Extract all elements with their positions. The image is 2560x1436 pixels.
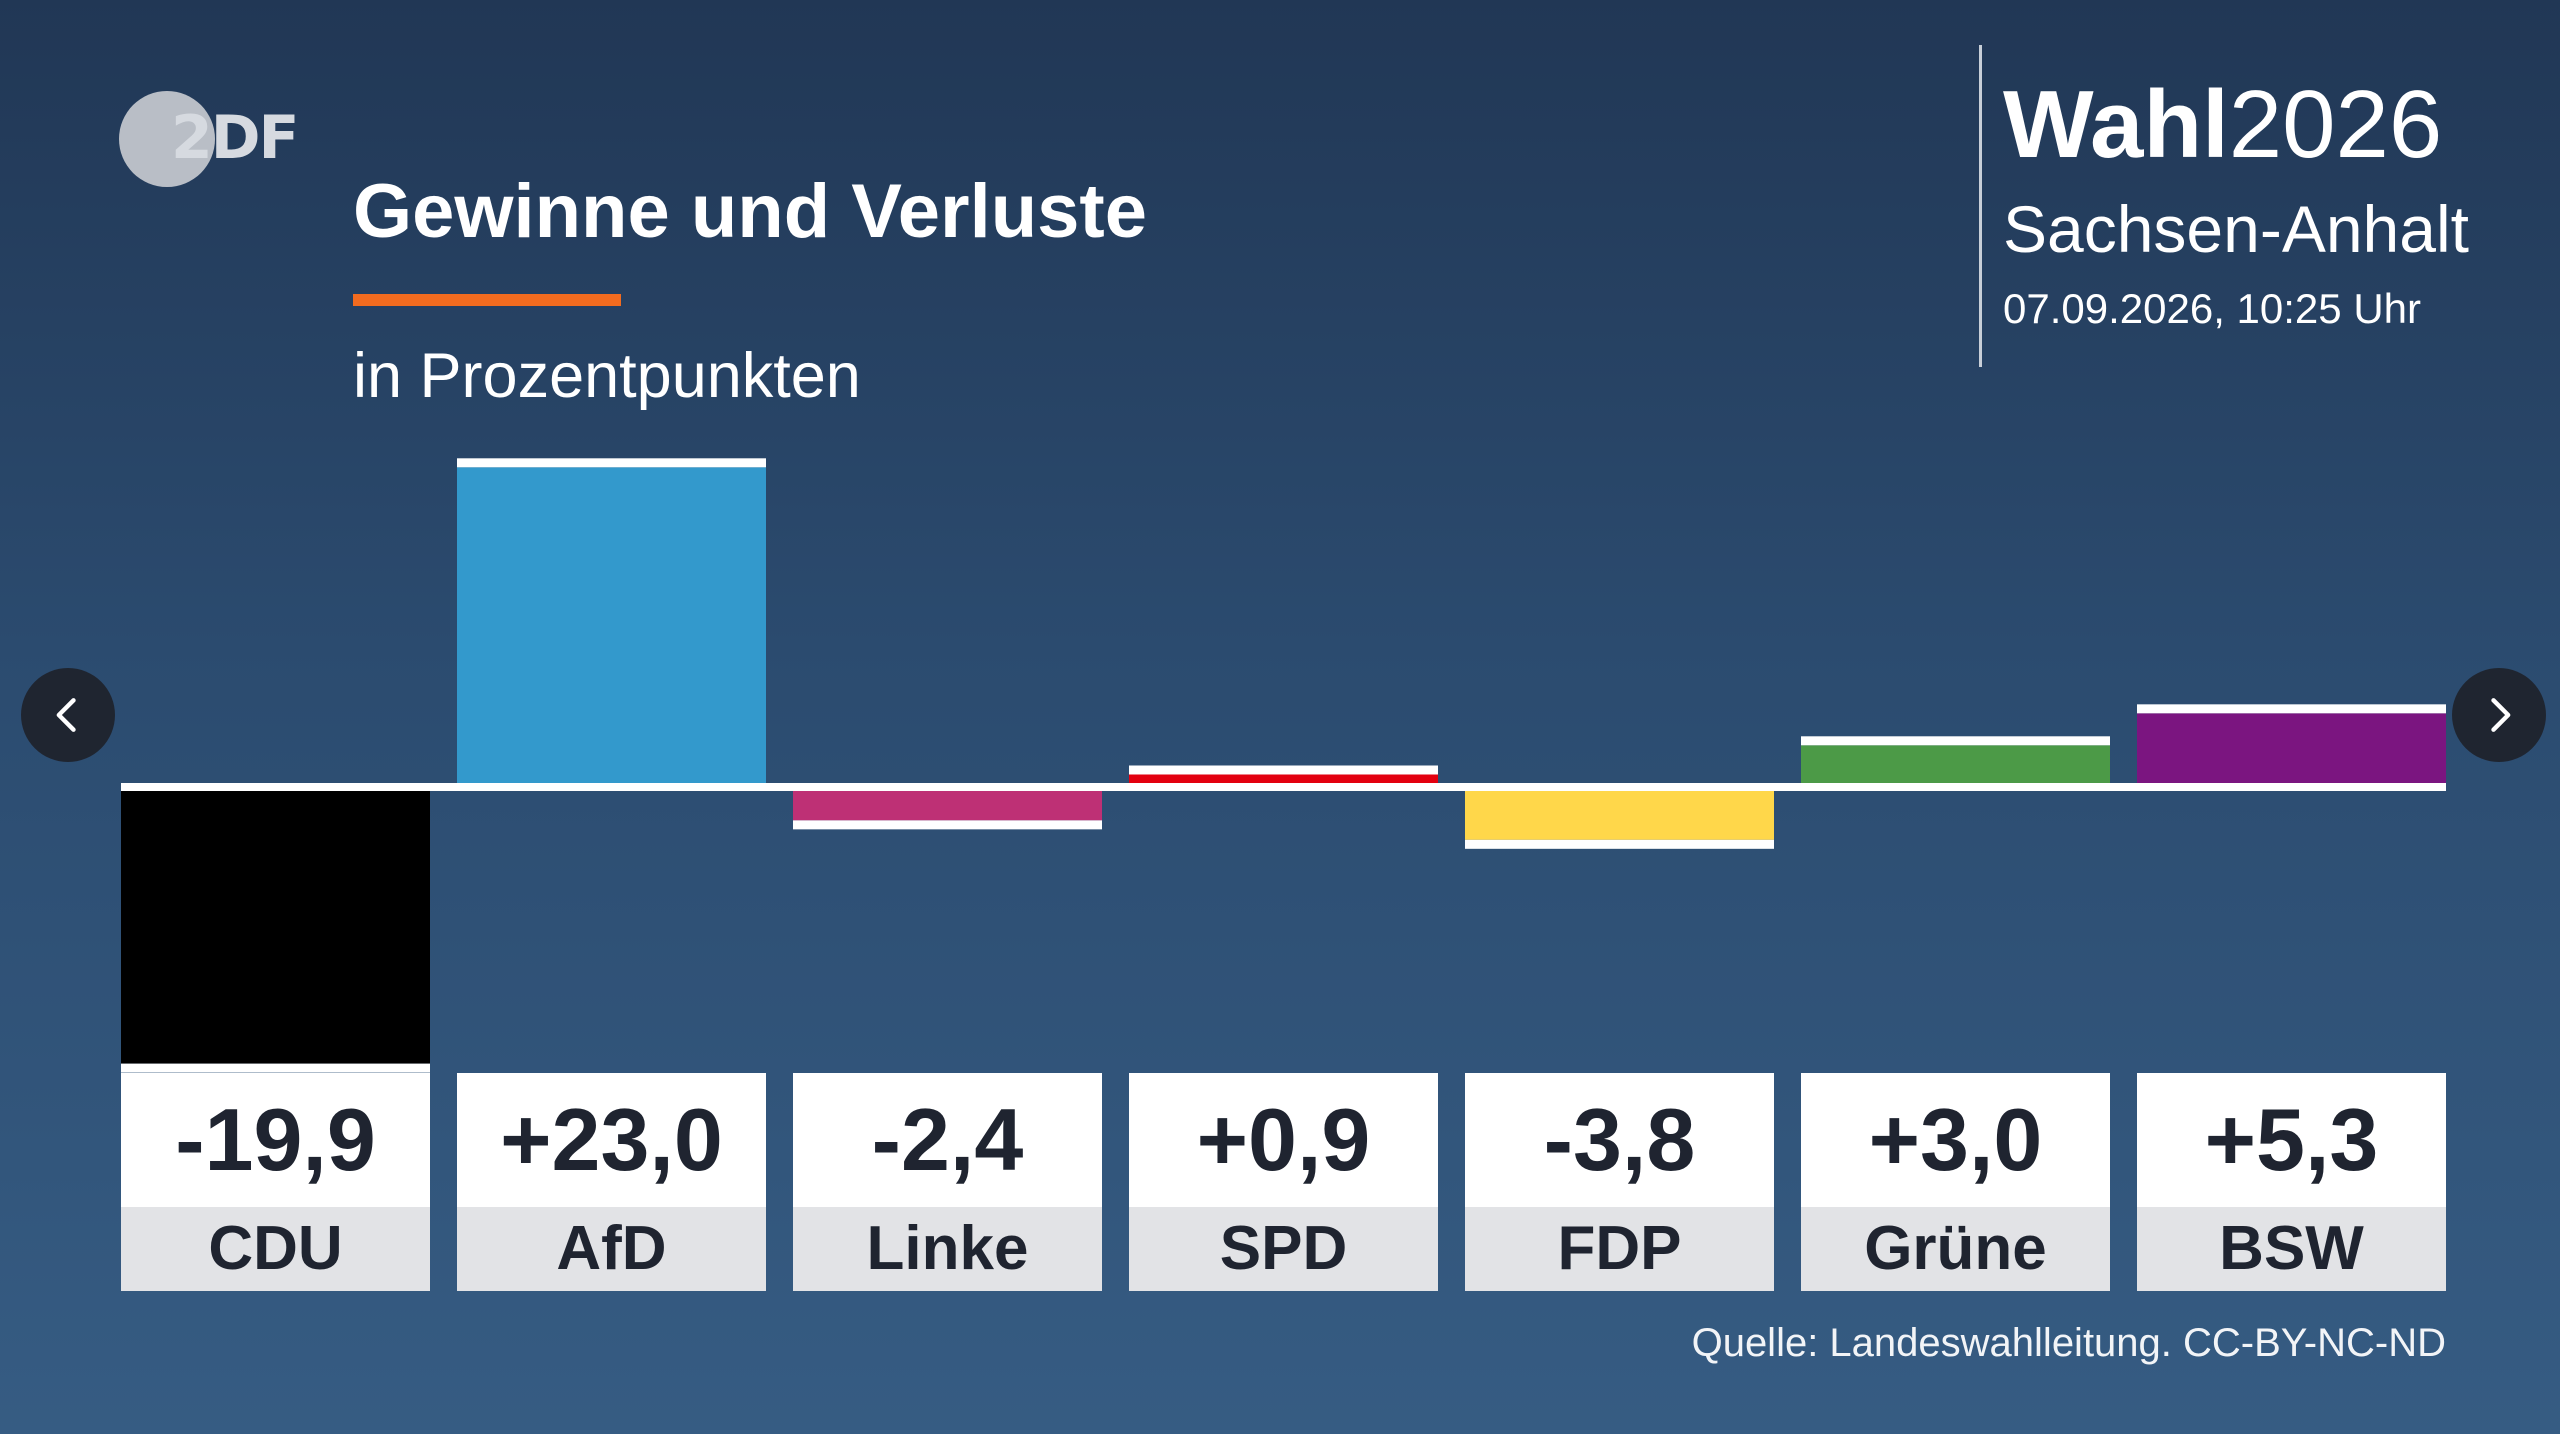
bar-cap-bsw: [2137, 704, 2446, 714]
logo-circle: [119, 91, 215, 187]
category-label-cdu: CDU: [121, 1207, 430, 1291]
source-note: Quelle: Landeswahlleitung. CC-BY-NC-ND: [1691, 1321, 2446, 1365]
bar-fdp: [1465, 787, 1774, 840]
chevron-right-icon: [2491, 698, 2511, 732]
logo-text: 2DF: [171, 103, 300, 173]
bar-linke: [793, 787, 1102, 821]
value-label-linke: -2,4: [793, 1073, 1102, 1207]
bar-afd: [457, 467, 766, 787]
bottom-border: [0, 1434, 2560, 1436]
election-title: Wahl2026: [2003, 70, 2442, 180]
value-label-cdu: -19,9: [121, 1073, 430, 1207]
election-region: Sachsen-Anhalt: [2003, 192, 2469, 266]
title-underline: [353, 294, 621, 306]
category-label-bsw: BSW: [2137, 1207, 2446, 1291]
bar-gr-ne: [1801, 745, 2110, 787]
chart-subtitle: in Prozentpunkten: [353, 341, 861, 411]
election-year: 2026: [2228, 71, 2443, 178]
category-label-spd: SPD: [1129, 1207, 1438, 1291]
chevron-left-icon: [56, 698, 76, 732]
election-datetime: 07.09.2026, 10:25 Uhr: [2003, 285, 2421, 332]
election-title-bold: Wahl: [2003, 71, 2229, 178]
bar-bsw: [2137, 713, 2446, 787]
zdf-logo: 2DF: [119, 91, 300, 187]
value-label-gr-ne: +3,0: [1801, 1073, 2110, 1207]
category-label-afd: AfD: [457, 1207, 766, 1291]
bar-cap-afd: [457, 458, 766, 468]
chart-title: Gewinne und Verluste: [353, 169, 1147, 254]
category-label-gr-ne: Grüne: [1801, 1207, 2110, 1291]
bar-cap-cdu: [121, 1063, 430, 1073]
value-label-afd: +23,0: [457, 1073, 766, 1207]
bar-cap-spd: [1129, 765, 1438, 775]
bar-cap-linke: [793, 820, 1102, 830]
bar-cap-fdp: [1465, 839, 1774, 849]
bar-cdu: [121, 787, 430, 1064]
category-label-linke: Linke: [793, 1207, 1102, 1291]
value-label-spd: +0,9: [1129, 1073, 1438, 1207]
bar-cap-gr-ne: [1801, 736, 2110, 746]
header-divider: [1979, 45, 1982, 367]
next-button[interactable]: [2452, 668, 2546, 762]
value-label-fdp: -3,8: [1465, 1073, 1774, 1207]
category-label-fdp: FDP: [1465, 1207, 1774, 1291]
value-label-bsw: +5,3: [2137, 1073, 2446, 1207]
previous-button[interactable]: [21, 668, 115, 762]
zero-baseline: [121, 783, 2446, 791]
